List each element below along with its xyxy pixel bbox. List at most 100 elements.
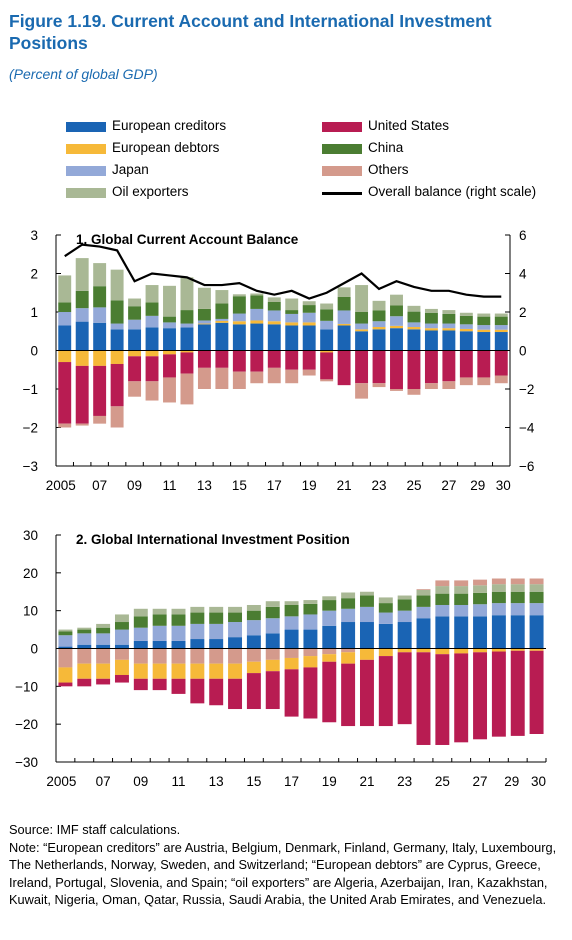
bar-european-debtors	[302, 322, 316, 326]
y2-tick-label: −2	[519, 382, 534, 397]
bar-united-states	[110, 363, 124, 407]
bar-others	[250, 371, 264, 384]
bar-others	[190, 648, 205, 664]
bar-united-states	[246, 673, 261, 710]
bar-united-states	[397, 652, 412, 725]
bar-european-creditors	[341, 622, 356, 649]
bar-china	[152, 614, 167, 626]
bar-china	[341, 598, 356, 609]
bar-china	[250, 295, 264, 309]
bar-others	[510, 578, 525, 585]
x-tick-label: 23	[397, 774, 412, 789]
bar-others	[77, 648, 92, 664]
legend-label: European debtors	[112, 140, 220, 155]
bar-european-debtors	[180, 350, 194, 353]
bar-japan	[180, 323, 194, 328]
bar-united-states	[284, 669, 299, 717]
bar-european-creditors	[322, 625, 337, 649]
bar-european-creditors	[163, 328, 176, 351]
bar-china	[529, 591, 544, 604]
bar-united-states	[491, 651, 506, 737]
bar-oil-exporters	[215, 290, 229, 304]
bar-european-debtors	[209, 663, 224, 679]
bar-european-creditors	[246, 635, 261, 649]
bar-united-states	[302, 350, 316, 370]
bar-united-states	[285, 350, 299, 370]
bar-china	[390, 305, 403, 317]
bar-oil-exporters	[416, 589, 431, 596]
bar-united-states	[209, 678, 224, 706]
bar-china	[77, 629, 92, 634]
bar-japan	[267, 310, 281, 322]
bar-others	[284, 648, 299, 658]
bar-others	[285, 369, 299, 384]
y-tick-label: 30	[23, 528, 38, 543]
bar-oil-exporters	[75, 258, 89, 291]
bar-oil-exporters	[77, 627, 92, 630]
bar-european-creditors	[110, 329, 124, 351]
bar-european-debtors	[397, 648, 412, 653]
y-tick-label: 0	[30, 344, 38, 359]
bar-japan	[93, 307, 107, 323]
bar-european-creditors	[337, 325, 351, 351]
bar-japan	[477, 325, 491, 330]
bar-china	[232, 296, 246, 314]
bar-oil-exporters	[337, 287, 351, 297]
bar-japan	[424, 323, 438, 329]
bar-oil-exporters	[341, 592, 356, 599]
bar-china	[180, 310, 194, 324]
x-tick-label: 19	[302, 478, 317, 493]
bar-united-states	[442, 350, 456, 382]
y-tick-label: 1	[30, 305, 38, 320]
bar-united-states	[378, 656, 393, 727]
bar-japan	[58, 312, 72, 326]
bar-china	[494, 316, 508, 326]
bar-united-states	[267, 350, 281, 368]
bar-european-debtors	[424, 328, 438, 331]
bar-oil-exporters	[246, 604, 261, 611]
bar-others	[215, 367, 229, 389]
bar-japan	[110, 323, 124, 330]
bar-others	[171, 648, 186, 664]
bar-oil-exporters	[303, 600, 318, 604]
bar-others	[75, 423, 89, 426]
bar-european-creditors	[128, 329, 142, 351]
bar-european-debtors	[77, 663, 92, 679]
bar-others	[459, 377, 473, 386]
y2-tick-label: 0	[519, 344, 527, 359]
figure-title: Figure 1.19. Current Account and Interna…	[9, 11, 492, 53]
bar-united-states	[355, 350, 369, 384]
y-tick-label: 20	[23, 566, 38, 581]
legend-swatch	[322, 166, 362, 176]
bar-japan	[435, 604, 450, 617]
x-tick-label: 29	[470, 478, 485, 493]
bar-china	[491, 591, 506, 604]
x-tick-label: 07	[96, 774, 111, 789]
bar-united-states	[152, 678, 167, 691]
bar-china	[359, 595, 374, 607]
bar-china	[163, 316, 176, 323]
legend-label: Oil exporters	[112, 184, 189, 199]
bar-european-creditors	[58, 646, 73, 649]
bar-japan	[128, 319, 142, 330]
bar-others	[145, 381, 159, 401]
bar-european-debtors	[232, 321, 246, 325]
overall-balance-line	[64, 243, 502, 300]
bar-european-debtors	[416, 648, 431, 653]
bar-japan	[228, 622, 243, 638]
bar-european-creditors	[93, 322, 107, 351]
bar-united-states	[372, 350, 386, 384]
bar-european-debtors	[250, 320, 264, 324]
bar-china	[337, 296, 351, 311]
panel-title: 1. Global Current Account Balance	[76, 232, 299, 247]
bar-oil-exporters	[110, 269, 124, 301]
bar-japan	[355, 323, 369, 330]
bar-european-creditors	[491, 615, 506, 649]
bar-united-states	[171, 678, 186, 694]
bar-united-states	[407, 350, 421, 389]
bar-european-debtors	[320, 350, 334, 353]
bar-china	[114, 622, 129, 630]
bar-european-creditors	[416, 618, 431, 649]
bar-european-debtors	[114, 659, 129, 675]
bar-european-debtors	[459, 328, 473, 332]
